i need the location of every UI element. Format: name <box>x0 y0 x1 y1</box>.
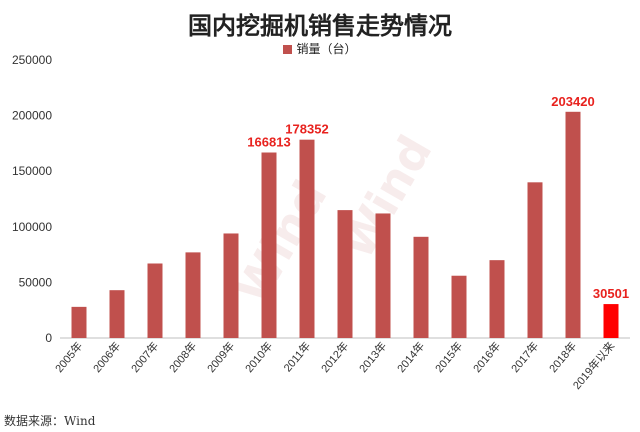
x-tick-label: 2017年 <box>508 339 542 375</box>
data-label: 166813 <box>247 135 290 150</box>
x-tick-label: 2018年 <box>546 339 580 375</box>
chart-title: 国内挖掘机销售走势情况 <box>188 11 452 40</box>
bar-2005年 <box>71 306 87 338</box>
y-tick-label: 0 <box>45 331 52 345</box>
data-label: 178352 <box>285 122 328 137</box>
bar-2006年 <box>109 290 125 338</box>
data-label: 203420 <box>551 94 594 109</box>
legend-label: 销量（台） <box>296 42 357 56</box>
bar-2018年 <box>565 111 581 338</box>
bar-2012年 <box>337 210 353 338</box>
x-tick-label: 2005年 <box>52 339 86 375</box>
x-tick-label: 2015年 <box>432 339 466 375</box>
chart-legend: 销量（台） <box>0 40 640 57</box>
x-tick-label: 2008年 <box>166 339 200 375</box>
y-tick-label: 150000 <box>12 164 52 178</box>
legend-swatch <box>283 45 293 54</box>
bar-2009年 <box>223 233 239 338</box>
x-tick-label: 2007年 <box>128 339 162 375</box>
bar-2008年 <box>185 252 201 338</box>
source-note: 数据来源：Wind <box>4 414 96 428</box>
x-tick-label: 2013年 <box>356 339 390 375</box>
x-tick-label: 2011年 <box>280 339 313 375</box>
x-tick-label: 2014年 <box>394 339 428 375</box>
bar-2015年 <box>451 275 467 338</box>
x-tick-label: 2006年 <box>90 339 124 375</box>
x-tick-label: 2009年 <box>204 339 238 375</box>
data-label: 30501 <box>593 286 629 301</box>
bar-2011年 <box>299 139 315 338</box>
y-tick-label: 200000 <box>12 109 52 123</box>
bar-2007年 <box>147 263 163 338</box>
y-tick-label: 250000 <box>12 53 52 67</box>
x-tick-label: 2016年 <box>470 339 504 375</box>
bar-2016年 <box>489 260 505 338</box>
bar-2010年 <box>261 152 277 338</box>
x-tick-label: 2010年 <box>242 339 276 375</box>
x-tick-label: 2012年 <box>318 339 352 375</box>
bar-2019年以来 <box>603 304 619 338</box>
y-tick-label: 50000 <box>19 275 53 289</box>
bar-2014年 <box>413 236 429 338</box>
bar-2013年 <box>375 213 391 338</box>
y-tick-label: 100000 <box>12 220 52 234</box>
bar-2017年 <box>527 182 543 338</box>
